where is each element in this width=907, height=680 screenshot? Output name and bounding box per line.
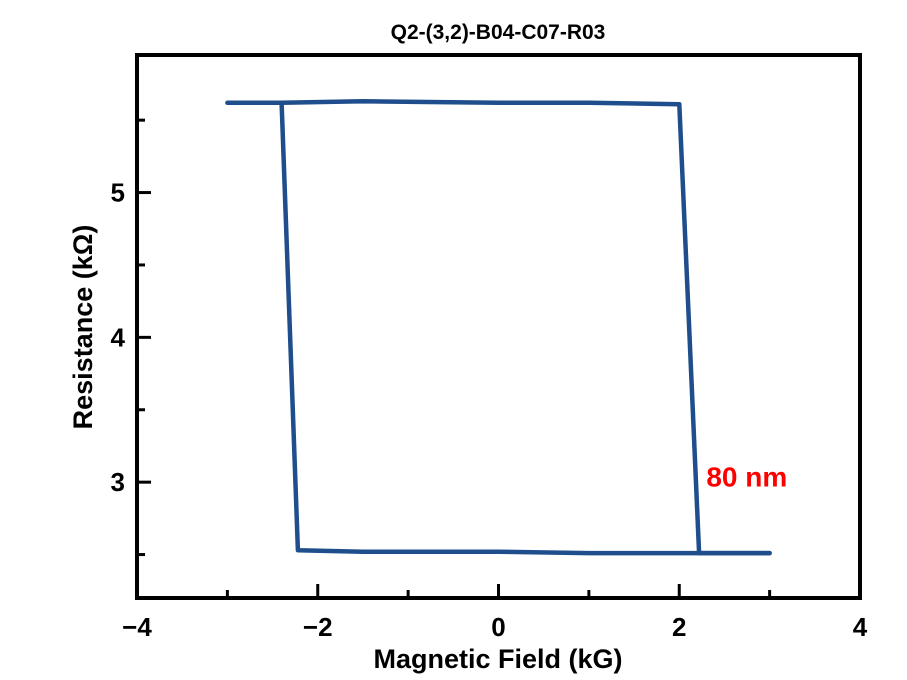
y-tick-label: 5	[111, 178, 125, 208]
axis-tick-labels: −4 −2 0 2 4 3 4 5	[111, 178, 868, 642]
x-tick-label: 2	[672, 612, 686, 642]
x-tick-label: 0	[491, 612, 505, 642]
y-tick-label: 4	[111, 322, 126, 352]
x-tick-label: −2	[303, 612, 333, 642]
x-tick-label: −4	[122, 612, 152, 642]
thickness-annotation: 80 nm	[706, 462, 787, 493]
sweep-up-line	[279, 100, 772, 556]
y-tick-label: 3	[111, 467, 125, 497]
y-axis-label: Resistance (kΩ)	[68, 225, 98, 430]
chart-title: Q2-(3,2)-B04-C07-R03	[391, 21, 606, 44]
series-group	[225, 99, 772, 556]
axis-ticks	[135, 118, 862, 598]
x-tick-label: 4	[853, 612, 868, 642]
plot-frame	[135, 53, 862, 600]
sweep-down-line	[225, 99, 772, 556]
x-axis-label: Magnetic Field (kG)	[373, 644, 622, 674]
